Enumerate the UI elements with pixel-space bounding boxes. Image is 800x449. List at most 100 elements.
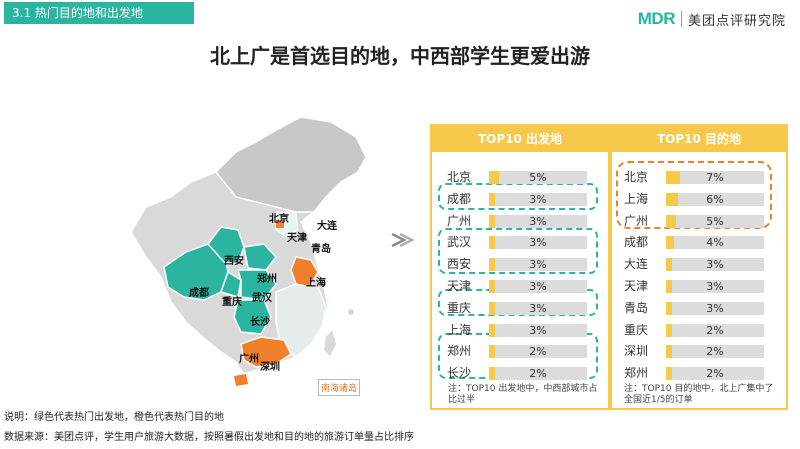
destination-bar-value: 2% bbox=[706, 323, 724, 337]
departure-row: 武汉 3% bbox=[447, 233, 587, 251]
departure-city-name: 广州 bbox=[447, 213, 472, 228]
departure-bar-value: 3% bbox=[529, 301, 547, 315]
map-label-shanghai: 上海 bbox=[306, 278, 326, 289]
destination-bar-track: 2% bbox=[666, 323, 764, 337]
map-label-changsha: 长沙 bbox=[250, 317, 270, 328]
destination-city-name: 天津 bbox=[624, 279, 649, 293]
map-label-xian: 西安 bbox=[224, 256, 244, 267]
map-label-chongqing: 重庆 bbox=[222, 297, 242, 308]
brand-name: 美团点评研究院 bbox=[687, 13, 786, 29]
departure-row: 郑州 2% bbox=[447, 342, 587, 360]
destination-bar-track: 2% bbox=[666, 345, 764, 359]
highlight-box-wuhan-xian bbox=[438, 228, 598, 274]
destination-row: 大连 3% bbox=[624, 255, 764, 273]
destination-city-name: 郑州 bbox=[624, 366, 649, 381]
destination-row: 青岛 3% bbox=[624, 299, 764, 317]
destination-bar-track: 3% bbox=[666, 301, 764, 315]
destination-city-name: 广州 bbox=[624, 213, 649, 228]
highlight-box-top3-destinations bbox=[616, 161, 772, 229]
destination-bar-value: 2% bbox=[706, 367, 724, 381]
departure-bar-fill bbox=[489, 236, 495, 250]
departure-bar-fill bbox=[489, 367, 495, 381]
departure-bar-track: 3% bbox=[489, 258, 587, 272]
destination-bar-track: 2% bbox=[666, 367, 764, 381]
map-label-tianjin: 天津 bbox=[287, 233, 307, 244]
destination-bar-fill bbox=[666, 345, 672, 359]
departure-bar-value: 2% bbox=[529, 367, 547, 381]
destination-bar-track: 3% bbox=[666, 280, 764, 293]
departure-city-name: 上海 bbox=[447, 322, 472, 337]
departure-header: TOP10 出发地 bbox=[432, 126, 608, 152]
data-source: 数据来源：美团点评，学生用户旅游大数据，按照暑假出发地和目的地的旅游订单量占比排… bbox=[4, 432, 414, 443]
map-beijing-marker bbox=[276, 220, 284, 228]
map-label-guangzhou: 广州 bbox=[239, 354, 259, 365]
destination-bar-track: 6% bbox=[666, 192, 764, 206]
map-label-wuhan: 武汉 bbox=[252, 293, 272, 304]
map-guangdong-region bbox=[240, 336, 292, 368]
destination-bar-fill bbox=[666, 367, 672, 381]
departure-bar-value: 3% bbox=[529, 192, 547, 206]
page-title: 北上广是首选目的地，中西部学生更爱出游 bbox=[210, 44, 590, 68]
destination-bar-value: 3% bbox=[706, 258, 724, 272]
destination-bar-fill bbox=[666, 192, 678, 206]
departure-bar-fill bbox=[489, 345, 495, 359]
destination-row: 重庆 2% bbox=[624, 321, 764, 339]
departure-row: 上海 3% bbox=[447, 321, 587, 339]
destination-bar-track: 5% bbox=[666, 214, 764, 228]
destination-bar-fill bbox=[666, 280, 672, 293]
departure-bar-track: 2% bbox=[489, 367, 587, 381]
destination-bar-value: 5% bbox=[706, 214, 724, 228]
departure-bar-fill bbox=[489, 214, 495, 228]
destination-bar-value: 7% bbox=[706, 171, 724, 184]
departure-bar-fill bbox=[489, 258, 495, 272]
departure-note: 注：TOP10 出发地中，中西部城市占比过半 bbox=[448, 384, 598, 405]
map-island-dot bbox=[348, 309, 354, 315]
departure-bar-fill bbox=[489, 171, 499, 184]
departure-bar-value: 3% bbox=[529, 323, 547, 337]
destination-row: 成都 4% bbox=[624, 233, 764, 251]
map-changsha-region bbox=[233, 299, 272, 335]
destination-city-name: 大连 bbox=[624, 257, 649, 272]
brand-divider bbox=[680, 11, 682, 27]
destination-bar-fill bbox=[666, 323, 672, 337]
map-label-zhengzhou: 郑州 bbox=[257, 274, 277, 285]
departure-row: 西安 3% bbox=[447, 255, 587, 273]
destination-bar-track: 3% bbox=[666, 258, 764, 272]
map-label-qingdao: 青岛 bbox=[311, 244, 331, 255]
departure-row: 长沙 2% bbox=[447, 364, 587, 382]
departure-row: 成都 3% bbox=[447, 190, 587, 208]
destination-city-name: 成都 bbox=[624, 235, 649, 250]
departure-bar-fill bbox=[489, 280, 495, 293]
departure-bar-track: 3% bbox=[489, 323, 587, 337]
destination-bar-value: 4% bbox=[706, 236, 724, 250]
map-hainan bbox=[234, 374, 248, 386]
destination-bar-fill bbox=[666, 236, 674, 250]
departure-city-name: 成都 bbox=[447, 191, 472, 206]
destination-city-name: 青岛 bbox=[624, 300, 649, 315]
departure-bar-value: 3% bbox=[529, 236, 547, 250]
destination-row: 天津 3% bbox=[624, 277, 764, 295]
map-taiwan bbox=[324, 330, 336, 356]
departure-bar-track: 3% bbox=[489, 301, 587, 315]
departure-bar-value: 5% bbox=[529, 171, 547, 184]
map-label-chengdu: 成都 bbox=[189, 288, 209, 299]
departure-city-name: 武汉 bbox=[447, 235, 472, 250]
destination-row: 上海 6% bbox=[624, 190, 764, 208]
destination-row: 北京 7% bbox=[624, 168, 764, 186]
departure-bar-fill bbox=[489, 192, 495, 206]
section-tag: 3.1 热门目的地和出发地 bbox=[4, 2, 194, 24]
departure-city-name: 重庆 bbox=[447, 300, 472, 315]
map-zhengzhou-region bbox=[243, 243, 277, 271]
map-shape bbox=[130, 116, 367, 386]
departure-city-name: 长沙 bbox=[447, 366, 472, 381]
map-label-dalian: 大连 bbox=[317, 221, 337, 232]
destination-bar-fill bbox=[666, 214, 676, 228]
departure-city-name: 西安 bbox=[447, 257, 472, 272]
departure-bar-track: 3% bbox=[489, 192, 587, 206]
map-shanghai-region bbox=[290, 256, 319, 288]
destination-bar-fill bbox=[666, 258, 672, 272]
legend-note: 说明：绿色代表热门出发地，橙色代表热门目的地 bbox=[4, 412, 224, 423]
departure-city-name: 天津 bbox=[447, 279, 472, 293]
map-label-beijing: 北京 bbox=[269, 214, 289, 225]
brand: MDR 美团点评研究院 bbox=[638, 8, 786, 30]
